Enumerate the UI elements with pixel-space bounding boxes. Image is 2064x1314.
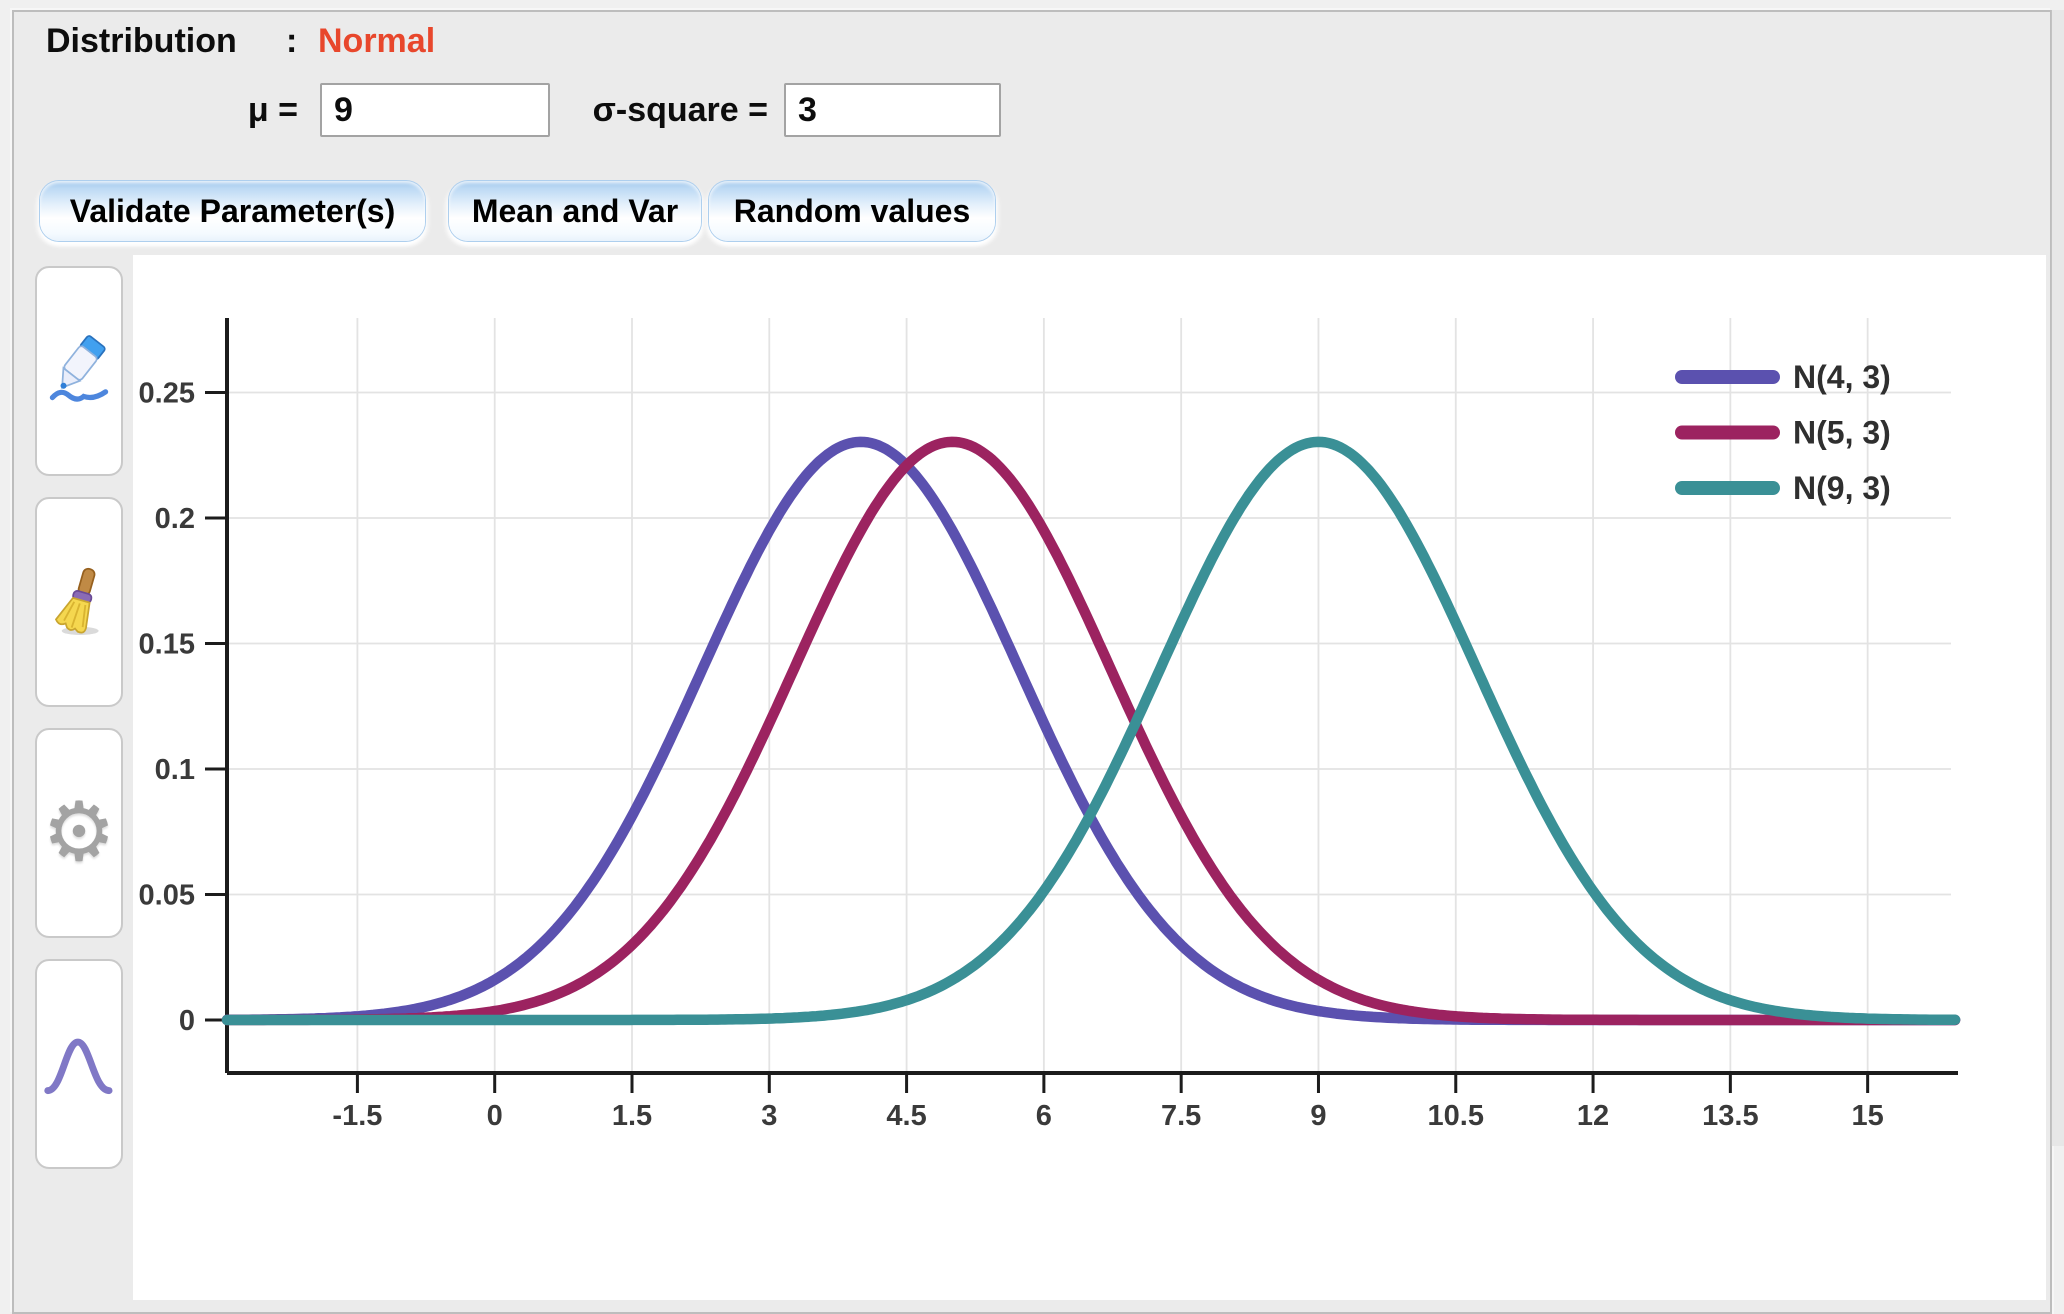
x-tick-label: 1.5 [612, 1100, 652, 1132]
legend-label: N(5, 3) [1793, 415, 1891, 451]
legend-label: N(4, 3) [1793, 359, 1891, 395]
sigma-square-label: σ-square = [592, 91, 768, 129]
app-root: { "header": { "label": "Distribution", "… [12, 10, 2064, 1314]
broom-icon [54, 567, 99, 635]
y-tick-label: 0.1 [155, 754, 195, 786]
x-tick-label: 13.5 [1702, 1100, 1758, 1132]
tool-button-settings[interactable]: ⚙ [35, 728, 123, 938]
y-tick-label: 0 [179, 1005, 195, 1037]
x-tick-label: -1.5 [332, 1100, 382, 1132]
distribution-plot: -1.5 0 1.5 3 4.5 6 7.5 9 10.5 12 13.5 15 0 0.05 0.1 0.1… [133, 255, 2046, 1300]
pen-eraser-icon [49, 335, 109, 402]
validate-parameters-button[interactable]: Validate Parameter(s) [40, 181, 425, 241]
mu-label: μ = [247, 91, 298, 129]
x-tick-label: 9 [1310, 1100, 1326, 1132]
curve-N(5, 3) [221, 436, 1961, 1026]
curve-N(4, 3) [221, 436, 1961, 1026]
x-tick-label: 7.5 [1161, 1100, 1201, 1132]
y-tick-label: 0.15 [139, 629, 195, 661]
distribution-label: Distribution [46, 22, 237, 60]
gear-icon: ⚙ [42, 787, 116, 878]
x-tick-label: 12 [1577, 1100, 1609, 1132]
mean-and-var-button[interactable]: Mean and Var [449, 181, 701, 241]
legend-label: N(9, 3) [1793, 470, 1891, 506]
tool-button-clear[interactable] [35, 497, 123, 707]
y-tick-label: 0.2 [155, 503, 195, 535]
y-tick-label: 0.25 [139, 378, 195, 410]
right-border-gutter [2051, 10, 2064, 1146]
random-values-button[interactable]: Random values [709, 181, 995, 241]
x-tick-label: 4.5 [886, 1100, 926, 1132]
distribution-value: Normal [318, 22, 436, 60]
x-tick-label: 3 [761, 1100, 777, 1132]
x-tick-label: 10.5 [1428, 1100, 1484, 1132]
y-tick-label: 0.05 [139, 880, 195, 912]
x-tick-label: 6 [1036, 1100, 1052, 1132]
mu-input[interactable] [320, 83, 550, 137]
x-tick-label: 15 [1852, 1100, 1884, 1132]
x-tick-label: 0 [487, 1100, 503, 1132]
sigma-square-input[interactable] [784, 83, 1001, 137]
tool-button-draw[interactable] [35, 266, 123, 476]
bell-curve-icon [44, 1038, 113, 1095]
curve-N(9, 3) [221, 436, 1961, 1026]
tool-button-distribution-curve[interactable] [35, 959, 123, 1169]
distribution-colon: : [286, 22, 298, 60]
